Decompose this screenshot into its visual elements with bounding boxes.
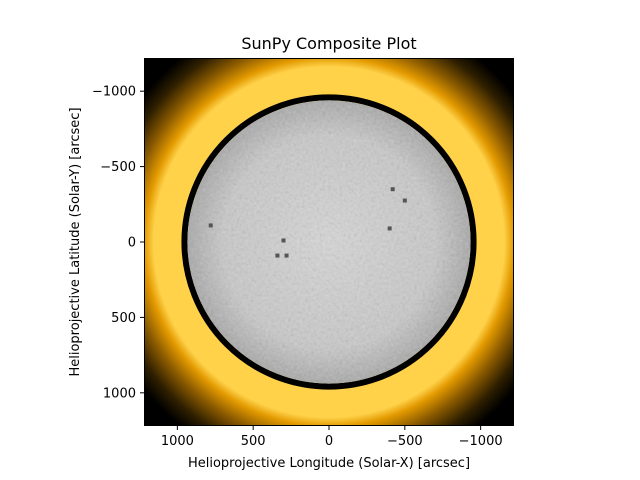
sunspots bbox=[208, 187, 407, 258]
sunspot bbox=[284, 253, 289, 258]
x-axis-label: Helioprojective Longitude (Solar-X) [arc… bbox=[188, 456, 470, 471]
y-tick-label: 1000 bbox=[103, 386, 136, 401]
x-tick-label: 0 bbox=[325, 434, 333, 449]
sunspot bbox=[281, 238, 286, 243]
x-tick-label: −1000 bbox=[459, 434, 503, 449]
chart-title: SunPy Composite Plot bbox=[241, 34, 416, 53]
plot-area bbox=[144, 58, 514, 426]
y-tick-label: 0 bbox=[128, 236, 136, 251]
solar-limb-ring bbox=[181, 94, 477, 390]
y-tick-label: −500 bbox=[100, 160, 136, 175]
x-tick-label: −500 bbox=[387, 434, 423, 449]
sunspot bbox=[387, 226, 392, 231]
y-axis-label: Helioprojective Latitude (Solar-Y) [arcs… bbox=[68, 107, 83, 376]
x-tick-label: 1000 bbox=[161, 434, 194, 449]
solar-disk-texture bbox=[187, 100, 471, 384]
sunspot bbox=[275, 253, 280, 258]
sunspot bbox=[390, 187, 395, 192]
y-tick-label: 500 bbox=[111, 311, 136, 326]
x-axis: 1000 500 0 −500 −1000 bbox=[161, 426, 503, 449]
plot-frame bbox=[144, 58, 514, 426]
sunspot bbox=[402, 198, 407, 203]
y-axis: −1000 −500 0 500 1000 bbox=[92, 85, 144, 401]
sunspot bbox=[208, 223, 213, 228]
x-tick-label: 500 bbox=[241, 434, 266, 449]
y-tick-label: −1000 bbox=[92, 85, 136, 100]
